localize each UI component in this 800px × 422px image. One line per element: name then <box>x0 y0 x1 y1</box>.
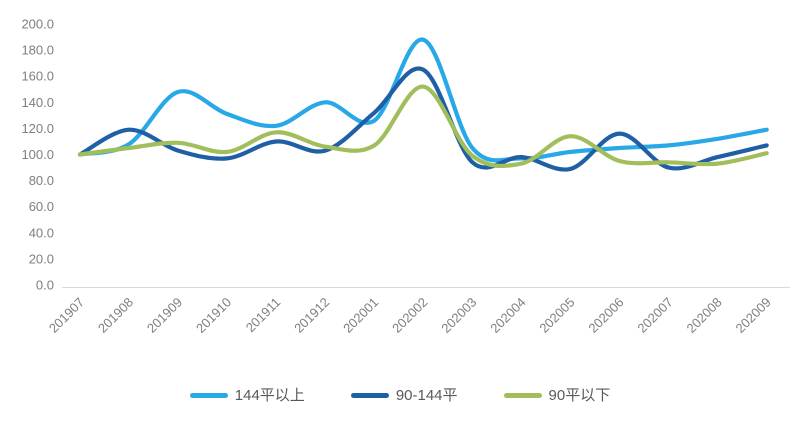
y-axis-label: 20.0 <box>29 251 54 266</box>
legend-line-swatch <box>189 393 228 398</box>
x-axis-label: 201909 <box>144 295 185 336</box>
x-axis-label: 202007 <box>634 295 675 336</box>
x-axis-label: 201908 <box>95 295 136 336</box>
x-axis-label: 202003 <box>438 295 479 336</box>
y-axis-label: 60.0 <box>29 199 54 214</box>
legend-item-90-to-144: 90-144平 <box>350 387 458 404</box>
x-axis-label: 201912 <box>291 295 332 336</box>
y-axis-label: 0.0 <box>36 278 54 293</box>
legend-item-below-90: 90平以下 <box>503 387 611 404</box>
legend-label: 90平以下 <box>548 387 611 404</box>
x-axis-label: 201907 <box>46 295 87 336</box>
y-axis-label: 100.0 <box>21 147 54 162</box>
legend-line-swatch <box>503 393 542 398</box>
y-axis-label: 180.0 <box>21 43 54 58</box>
chart-legend: 144平以上 90-144平 90平以下 <box>0 388 800 403</box>
x-axis-label: 202005 <box>536 295 577 336</box>
x-axis-label: 202004 <box>487 295 528 336</box>
x-axis-label: 202001 <box>340 295 381 336</box>
x-axis-label: 202008 <box>683 295 724 336</box>
y-axis-label: 120.0 <box>21 121 54 136</box>
y-axis-label: 40.0 <box>29 225 54 240</box>
series-line-144-and-above <box>77 37 769 163</box>
x-axis-label: 202006 <box>585 295 626 336</box>
legend-label: 144平以上 <box>234 387 305 404</box>
x-axis-label: 202002 <box>389 295 430 336</box>
series-line-90-to-144 <box>77 66 769 172</box>
y-axis-label: 140.0 <box>21 95 54 110</box>
y-axis-label: 200.0 <box>21 17 54 32</box>
legend-line-swatch <box>350 393 389 398</box>
y-axis-label: 160.0 <box>21 69 54 84</box>
legend-label: 90-144平 <box>395 387 458 404</box>
x-axis-label: 201910 <box>193 295 234 336</box>
legend-item-144-and-above: 144平以上 <box>189 387 305 404</box>
y-axis-label: 80.0 <box>29 173 54 188</box>
x-axis-label: 202009 <box>733 295 774 336</box>
x-axis-label: 201911 <box>243 295 284 336</box>
series-line-below-90 <box>77 84 769 169</box>
